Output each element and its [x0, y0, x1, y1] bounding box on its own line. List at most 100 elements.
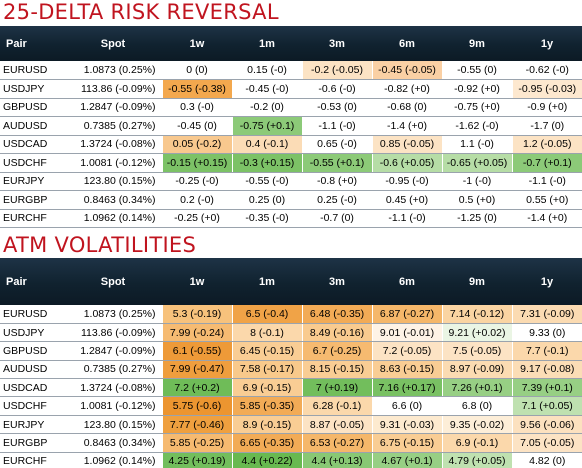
value-cell-3m: -0.2 (-0.05): [301, 61, 372, 80]
value-cell-6m: -1.4 (+0): [371, 116, 442, 136]
value-cell-1m: 6.45 (-0.15): [231, 341, 302, 361]
column-header-1w: 1w: [162, 258, 232, 305]
value-cell-3m: 8.15 (-0.15): [301, 360, 372, 380]
spot-cell: 1.2847 (-0.09%): [64, 341, 162, 361]
column-header-6m: 6m: [372, 258, 442, 305]
value-cell-1y: -0.9 (+0): [511, 98, 582, 117]
column-header-pair: Pair: [0, 258, 64, 305]
table-row: USDCHF 1.0081 (-0.12%) 5.75 (-0.6) 5.85 (-0…: [0, 396, 582, 416]
value-cell-6m: 7.2 (-0.05): [371, 341, 442, 361]
value-cell-1y: 7.39 (+0.1): [511, 378, 582, 398]
value-cell-6m: -0.45 (-0.05): [371, 61, 442, 80]
atm-volatilities-section: ATM VOLATILITIES Pair Spot 1w 1m 3m 6m 9…: [0, 228, 582, 468]
pair-cell: USDJPY: [0, 79, 64, 99]
pair-cell: USDCAD: [0, 378, 64, 398]
table-row: USDCAD 1.3724 (-0.08%) 0.05 (-0.2) 0.4 (-0.…: [0, 135, 582, 154]
pair-cell: EURGBP: [0, 190, 64, 210]
value-cell-1w: 0.3 (-0): [161, 98, 232, 117]
value-cell-1w: 0.2 (-0): [161, 190, 232, 210]
value-cell-9m: 7.26 (+0.1): [441, 378, 512, 398]
value-cell-1m: -0.75 (+0.1): [231, 116, 302, 136]
value-cell-1m: 6.65 (-0.35): [231, 433, 302, 453]
value-cell-3m: -0.53 (0): [301, 98, 372, 117]
value-cell-9m: -0.92 (+0): [441, 79, 512, 99]
value-cell-1m: 0.15 (-0): [231, 61, 302, 80]
value-cell-1m: -0.3 (+0.15): [231, 153, 302, 173]
table-row: USDCHF 1.0081 (-0.12%) -0.15 (+0.15) -0.3 (…: [0, 153, 582, 173]
spot-cell: 1.0962 (0.14%): [64, 209, 162, 228]
value-cell-1m: 4.4 (+0.22): [231, 452, 302, 468]
pair-cell: USDCHF: [0, 153, 64, 173]
value-cell-3m: -0.8 (+0): [301, 172, 372, 191]
column-header-1y: 1y: [512, 258, 582, 305]
pair-cell: USDJPY: [0, 323, 64, 343]
table-row: AUDUSD 0.7385 (0.27%) -0.45 (0) -0.75 (+0.1…: [0, 116, 582, 136]
value-cell-6m: 8.63 (-0.15): [371, 360, 442, 380]
value-cell-9m: 7.14 (-0.12): [441, 305, 512, 324]
column-header-spot: Spot: [64, 26, 162, 61]
column-header-pair: Pair: [0, 26, 64, 61]
table-row: EURGBP 0.8463 (0.34%) 0.2 (-0) 0.25 (0) 0.25…: [0, 190, 582, 210]
table-row: GBPUSD 1.2847 (-0.09%) 0.3 (-0) -0.2 (0) -0.…: [0, 98, 582, 117]
value-cell-1w: 6.1 (-0.55): [161, 341, 232, 361]
table-row: EURJPY 123.80 (0.15%) 7.77 (-0.46) 8.9 (-0.…: [0, 415, 582, 435]
spot-cell: 1.0081 (-0.12%): [64, 396, 162, 416]
pair-cell: USDCAD: [0, 135, 64, 154]
value-cell-1y: 9.56 (-0.06): [511, 415, 582, 435]
value-cell-1y: 1.2 (-0.05): [511, 135, 582, 154]
value-cell-3m: 0.65 (-0): [301, 135, 372, 154]
table-row: EURUSD 1.0873 (0.25%) 0 (0) 0.15 (-0) -0.2 (…: [0, 61, 582, 80]
value-cell-1w: 7.99 (-0.47): [161, 360, 232, 380]
column-header-spot: Spot: [64, 258, 162, 305]
table-row: USDJPY 113.86 (-0.09%) -0.55 (-0.38) -0.45 …: [0, 79, 582, 99]
value-cell-1y: -1.1 (-0): [511, 172, 582, 191]
value-cell-6m: -0.95 (-0): [371, 172, 442, 191]
spot-cell: 113.86 (-0.09%): [64, 323, 162, 343]
value-cell-1w: 4.25 (+0.19): [161, 452, 232, 468]
atm-volatilities-table: Pair Spot 1w 1m 3m 6m 9m 1y EURUSD 1.0873…: [0, 258, 582, 468]
value-cell-9m: 6.9 (-0.1): [441, 433, 512, 453]
value-cell-1m: 8.9 (-0.15): [231, 415, 302, 435]
value-cell-1w: 7.2 (+0.2): [161, 378, 232, 398]
spot-cell: 1.3724 (-0.08%): [64, 378, 162, 398]
column-header-9m: 9m: [442, 258, 512, 305]
value-cell-9m: -0.65 (+0.05): [441, 153, 512, 173]
value-cell-1w: -0.25 (+0): [161, 209, 232, 228]
value-cell-1y: 4.82 (0): [511, 452, 582, 468]
pair-cell: AUDUSD: [0, 360, 64, 380]
spot-cell: 1.0081 (-0.12%): [64, 153, 162, 173]
value-cell-1w: -0.45 (0): [161, 116, 232, 136]
table-row: AUDUSD 0.7385 (0.27%) 7.99 (-0.47) 7.58 (-0…: [0, 360, 582, 380]
value-cell-1y: 9.33 (0): [511, 323, 582, 343]
table-row: EURJPY 123.80 (0.15%) -0.25 (-0) -0.55 (-0)…: [0, 172, 582, 191]
risk-reversal-section: 25-DELTA RISK REVERSAL Pair Spot 1w 1m 3…: [0, 0, 582, 228]
spot-cell: 0.8463 (0.34%): [64, 433, 162, 453]
column-header-9m: 9m: [442, 26, 512, 61]
value-cell-3m: 4.4 (+0.13): [301, 452, 372, 468]
value-cell-3m: -0.7 (0): [301, 209, 372, 228]
value-cell-9m: 0.5 (+0): [441, 190, 512, 210]
column-header-1w: 1w: [162, 26, 232, 61]
spot-cell: 0.7385 (0.27%): [64, 116, 162, 136]
value-cell-3m: -1.1 (-0): [301, 116, 372, 136]
value-cell-3m: 6.28 (-0.1): [301, 396, 372, 416]
value-cell-9m: 9.35 (-0.02): [441, 415, 512, 435]
value-cell-1m: 0.25 (0): [231, 190, 302, 210]
value-cell-9m: 8.97 (-0.09): [441, 360, 512, 380]
value-cell-3m: 6.53 (-0.27): [301, 433, 372, 453]
value-cell-1w: -0.55 (-0.38): [161, 79, 232, 99]
value-cell-9m: 4.79 (+0.05): [441, 452, 512, 468]
value-cell-1m: 7.58 (-0.17): [231, 360, 302, 380]
column-header-3m: 3m: [302, 26, 372, 61]
value-cell-6m: -0.68 (0): [371, 98, 442, 117]
pair-cell: EURCHF: [0, 209, 64, 228]
pair-cell: EURJPY: [0, 415, 64, 435]
spot-cell: 1.2847 (-0.09%): [64, 98, 162, 117]
pair-cell: GBPUSD: [0, 341, 64, 361]
column-header-1m: 1m: [232, 258, 302, 305]
risk-reversal-table: Pair Spot 1w 1m 3m 6m 9m 1y EURUSD 1.0873…: [0, 26, 582, 228]
value-cell-1m: 6.9 (-0.15): [231, 378, 302, 398]
value-cell-1w: 0.05 (-0.2): [161, 135, 232, 154]
column-header-6m: 6m: [372, 26, 442, 61]
pair-cell: GBPUSD: [0, 98, 64, 117]
